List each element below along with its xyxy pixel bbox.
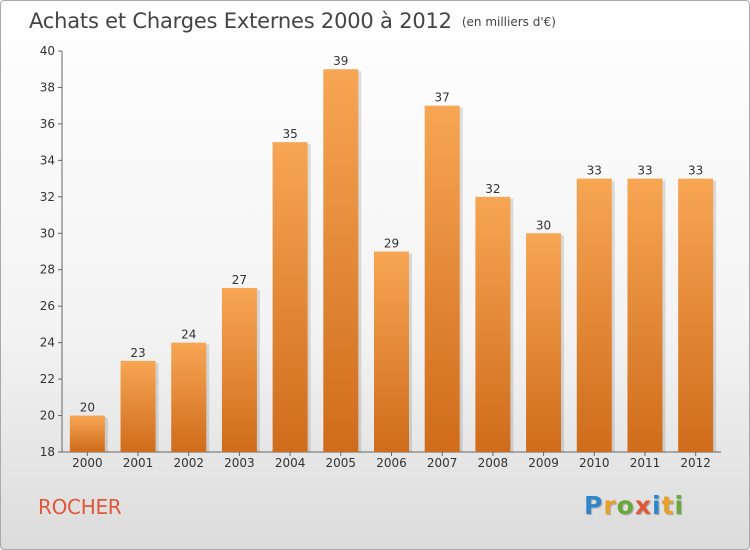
bar-2010 (576, 178, 612, 452)
data-label: 33 (637, 164, 652, 178)
bar-2007 (424, 105, 460, 452)
y-tick-label: 26 (40, 299, 55, 313)
y-tick-label: 36 (40, 117, 55, 131)
x-tick-label: 2002 (173, 456, 204, 470)
data-label: 30 (536, 218, 551, 232)
x-tick-label: 2009 (528, 456, 559, 470)
commune-name: ROCHER (38, 495, 122, 519)
chart-title-text: Achats et Charges Externes 2000 à 2012 (29, 9, 452, 33)
y-tick-label: 34 (40, 153, 55, 167)
bar-2012 (678, 178, 714, 452)
y-tick-label: 38 (40, 80, 55, 94)
data-label: 27 (232, 273, 247, 287)
x-tick-label: 2001 (123, 456, 154, 470)
bar-2009 (526, 233, 562, 452)
x-tick-label: 2007 (427, 456, 458, 470)
chart-title: Achats et Charges Externes 2000 à 2012 (e… (29, 9, 556, 33)
x-tick-label: 2000 (72, 456, 103, 470)
bar-2002 (171, 342, 207, 452)
bar-2003 (221, 287, 257, 452)
y-tick-label: 24 (40, 336, 55, 350)
proxiti-logo: Proxiti (584, 491, 685, 520)
y-tick-label: 18 (40, 445, 55, 459)
data-label: 33 (688, 164, 703, 178)
x-tick-label: 2010 (579, 456, 610, 470)
y-tick-label: 28 (40, 263, 55, 277)
y-tick-label: 20 (40, 409, 55, 423)
bar-2006 (374, 251, 409, 452)
y-tick-label: 30 (40, 226, 55, 240)
bar-2008 (475, 196, 511, 452)
x-tick-label: 2005 (326, 456, 357, 470)
x-tick-label: 2011 (630, 456, 661, 470)
data-label: 39 (333, 54, 348, 68)
data-label: 35 (282, 127, 297, 141)
bar-2004 (272, 142, 308, 453)
bar-2001 (120, 360, 156, 452)
x-tick-label: 2008 (478, 456, 509, 470)
bar-2011 (627, 178, 663, 452)
data-label: 20 (80, 401, 95, 415)
x-tick-label: 2006 (376, 456, 407, 470)
data-label: 37 (435, 91, 450, 105)
data-label: 23 (130, 346, 145, 360)
chart-unit-text: (en milliers d'€) (461, 15, 556, 29)
y-tick-label: 32 (40, 190, 55, 204)
x-tick-label: 2003 (224, 456, 255, 470)
y-tick-label: 22 (40, 372, 55, 386)
x-tick-label: 2004 (275, 456, 306, 470)
data-label: 24 (181, 328, 196, 342)
bar-2000 (69, 415, 105, 452)
data-label: 33 (587, 164, 602, 178)
x-tick-label: 2012 (680, 456, 711, 470)
bar-2005 (323, 69, 359, 453)
data-label: 32 (485, 182, 500, 196)
y-tick-label: 40 (40, 44, 55, 58)
data-label: 29 (384, 237, 399, 251)
